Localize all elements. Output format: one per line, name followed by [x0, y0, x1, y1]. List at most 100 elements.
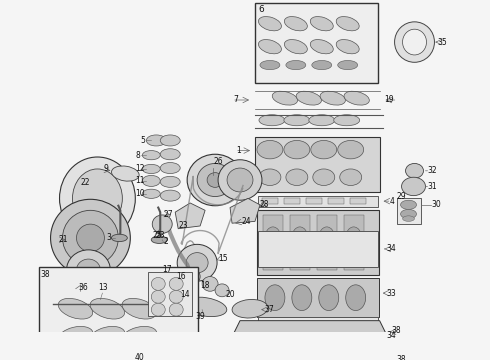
Bar	[284, 198, 300, 204]
Text: 28: 28	[260, 200, 270, 209]
Bar	[255, 137, 380, 192]
Bar	[255, 3, 378, 82]
Text: 17: 17	[162, 265, 172, 274]
Ellipse shape	[122, 298, 156, 319]
Ellipse shape	[260, 60, 280, 69]
Bar	[262, 198, 278, 204]
Ellipse shape	[336, 40, 359, 54]
Text: 32: 32	[427, 166, 437, 175]
Ellipse shape	[218, 160, 262, 200]
Ellipse shape	[151, 278, 165, 290]
Ellipse shape	[160, 149, 180, 160]
Ellipse shape	[259, 115, 285, 126]
Ellipse shape	[320, 91, 345, 105]
Ellipse shape	[182, 284, 198, 298]
Ellipse shape	[272, 91, 297, 105]
Ellipse shape	[202, 276, 218, 291]
Ellipse shape	[292, 227, 308, 249]
Bar	[258, 195, 378, 207]
Ellipse shape	[183, 297, 227, 316]
Text: 26: 26	[213, 157, 223, 166]
Ellipse shape	[76, 259, 100, 281]
Text: 2: 2	[163, 237, 168, 246]
Ellipse shape	[113, 350, 123, 359]
Ellipse shape	[169, 303, 183, 316]
Ellipse shape	[338, 140, 364, 159]
Bar	[39, 267, 198, 360]
Ellipse shape	[186, 253, 208, 273]
Ellipse shape	[400, 200, 416, 210]
Ellipse shape	[309, 115, 335, 126]
Ellipse shape	[142, 175, 160, 186]
Text: 15: 15	[218, 254, 228, 263]
Ellipse shape	[346, 227, 362, 249]
Ellipse shape	[312, 60, 332, 69]
Text: 8: 8	[135, 151, 140, 160]
Ellipse shape	[152, 215, 172, 233]
Ellipse shape	[160, 135, 180, 146]
Ellipse shape	[286, 169, 308, 185]
Text: 9: 9	[103, 165, 108, 174]
Text: 36: 36	[78, 283, 88, 292]
Ellipse shape	[142, 189, 160, 198]
Text: 39: 39	[195, 312, 205, 321]
Ellipse shape	[59, 157, 135, 240]
Text: 34: 34	[387, 331, 396, 340]
Ellipse shape	[403, 29, 426, 55]
Bar	[343, 215, 364, 270]
Ellipse shape	[284, 17, 307, 31]
Ellipse shape	[215, 284, 229, 297]
Ellipse shape	[160, 176, 180, 187]
Ellipse shape	[258, 40, 281, 54]
Ellipse shape	[142, 165, 160, 174]
Text: 1: 1	[236, 146, 241, 155]
Ellipse shape	[122, 327, 157, 346]
Polygon shape	[230, 198, 260, 223]
Ellipse shape	[259, 169, 281, 185]
Text: 3: 3	[106, 233, 111, 242]
Bar	[290, 215, 310, 270]
Ellipse shape	[227, 168, 253, 192]
Polygon shape	[230, 321, 390, 341]
Text: 40: 40	[134, 353, 144, 360]
Ellipse shape	[292, 285, 312, 311]
Ellipse shape	[265, 285, 285, 311]
Polygon shape	[228, 350, 394, 360]
Ellipse shape	[346, 285, 366, 311]
Bar	[263, 215, 283, 270]
Ellipse shape	[286, 60, 306, 69]
Text: 35: 35	[438, 37, 447, 46]
Ellipse shape	[187, 154, 243, 206]
Ellipse shape	[169, 290, 183, 303]
Ellipse shape	[151, 236, 167, 243]
Ellipse shape	[58, 298, 93, 319]
Ellipse shape	[67, 250, 110, 290]
Text: 23: 23	[178, 221, 188, 230]
Ellipse shape	[313, 169, 335, 185]
Text: 29: 29	[396, 192, 406, 201]
Text: 33: 33	[387, 289, 396, 298]
Ellipse shape	[90, 298, 124, 319]
Text: 4: 4	[390, 197, 394, 206]
Text: 38: 38	[41, 270, 50, 279]
Text: 7: 7	[233, 95, 238, 104]
Bar	[306, 198, 322, 204]
Ellipse shape	[310, 17, 333, 31]
Ellipse shape	[106, 344, 130, 360]
Ellipse shape	[197, 163, 233, 197]
Bar	[258, 317, 378, 354]
Text: 14: 14	[180, 291, 190, 300]
Text: 24: 24	[241, 217, 251, 226]
Ellipse shape	[76, 224, 104, 252]
Ellipse shape	[344, 91, 369, 105]
Ellipse shape	[177, 244, 217, 281]
Ellipse shape	[394, 22, 435, 62]
Text: 22: 22	[80, 178, 90, 187]
Ellipse shape	[58, 327, 93, 346]
Ellipse shape	[284, 40, 307, 54]
Ellipse shape	[176, 267, 200, 286]
Text: 38: 38	[392, 326, 401, 335]
Text: 37: 37	[264, 305, 274, 314]
Text: 27: 27	[163, 210, 173, 219]
Bar	[258, 230, 378, 267]
